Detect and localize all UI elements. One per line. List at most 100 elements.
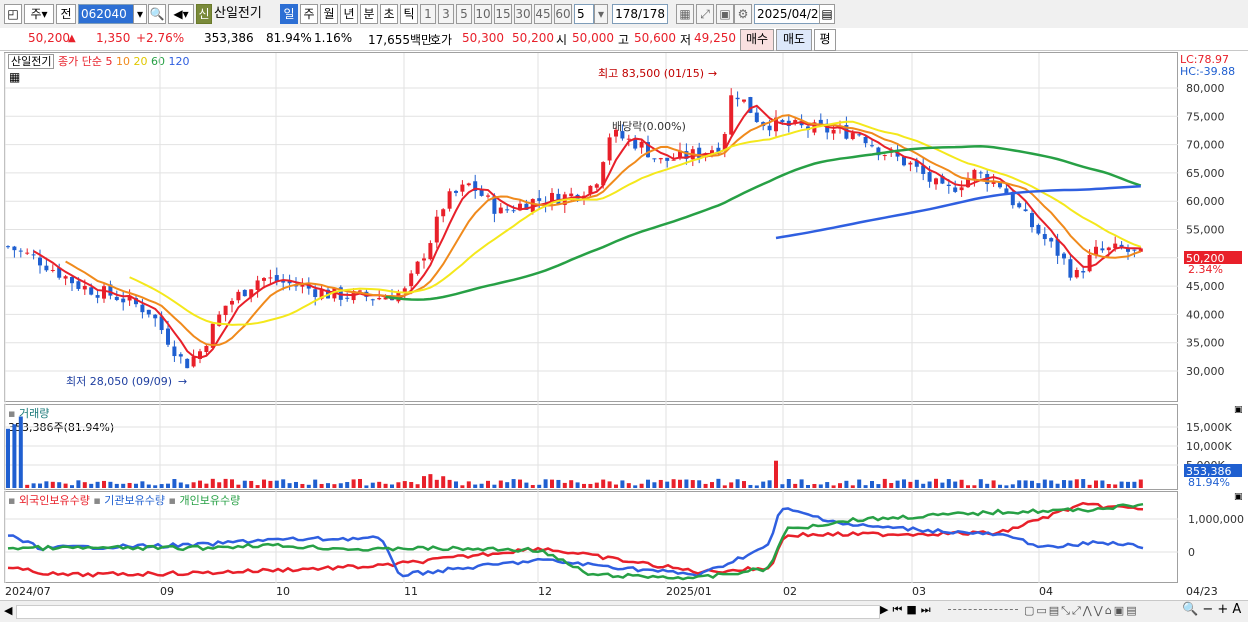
toolbar: ◰ 주▾ 전 062040 ▾ 🔍 ◀▾ 신 산일전기 일 주 월 년 분 초 …: [0, 0, 1248, 29]
min-45-button[interactable]: 45: [534, 4, 552, 24]
high-label: 고: [618, 33, 630, 47]
price-tick-label: 30,000: [1186, 365, 1225, 378]
price-pane[interactable]: [4, 52, 1178, 402]
volume-tick-label: 5,000K: [1186, 459, 1225, 472]
credit-badge: 신: [196, 4, 212, 24]
hc-value: HC:-39.88: [1180, 65, 1236, 78]
volume-title: 거래량: [18, 407, 50, 420]
legend-ma20: 20: [133, 55, 148, 68]
legend-ma120: 120: [168, 55, 190, 68]
playback-controls[interactable]: ▶⏮■⏭: [880, 603, 935, 616]
page-total: /178: [638, 7, 665, 21]
table-toggle-icon[interactable]: ▦: [9, 70, 21, 84]
volume-close-icon[interactable]: ▣: [1234, 405, 1243, 415]
window-menu-icon[interactable]: ◰: [4, 4, 22, 24]
legend-ma10: 10: [115, 55, 130, 68]
price-tick-label: 35,000: [1186, 337, 1225, 350]
min-15-button[interactable]: 15: [494, 4, 512, 24]
market-type-label: 주: [30, 7, 42, 21]
min-1-button[interactable]: 1: [420, 4, 436, 24]
volume-value: 353,386: [204, 31, 254, 45]
code-dropdown-icon[interactable]: ▾: [133, 4, 147, 24]
current-price: 50,200: [28, 31, 70, 45]
tool-icons[interactable]: ▢▭▤⤡⤢⋀⋁⌂▣▤: [1024, 604, 1139, 617]
time-tick-label: 2024/07: [5, 585, 51, 598]
settings-icon[interactable]: ⚙: [734, 4, 752, 24]
low-label: 저: [680, 33, 692, 47]
min-10-button[interactable]: 10: [474, 4, 492, 24]
time-tick-label: 12: [538, 585, 552, 598]
sell-button[interactable]: 매도: [776, 29, 812, 51]
eval-button[interactable]: 평: [814, 29, 836, 51]
grid-icon[interactable]: ▦: [676, 4, 694, 24]
count-dropdown-icon[interactable]: ▾: [594, 4, 608, 24]
volume-legend: ▪ 거래량: [8, 407, 50, 420]
min-60-button[interactable]: 60: [554, 4, 572, 24]
save-icon[interactable]: ▣: [716, 4, 734, 24]
period-second-tab[interactable]: 초: [380, 4, 398, 24]
bottom-bar: ◀ ▶⏮■⏭ ▢▭▤⤡⤢⋀⋁⌂▣▤ 🔍 − + A: [0, 600, 1248, 622]
legend-ma5: 종가 단순 5: [57, 55, 113, 68]
legend-individual: 개인보유수량: [179, 494, 241, 507]
volume-tag-pct: 81.94%: [1188, 476, 1230, 489]
current-pct-tag: 2.34%: [1188, 263, 1223, 276]
draw-tool-icon[interactable]: ⤢: [696, 4, 714, 24]
stock-code-input[interactable]: 062040: [78, 4, 134, 24]
price-tick-label: 60,000: [1186, 195, 1225, 208]
min-5-button[interactable]: 5: [456, 4, 472, 24]
period-day-tab[interactable]: 일: [280, 4, 298, 24]
legend-ma60: 60: [150, 55, 165, 68]
calendar-icon[interactable]: ▤: [819, 4, 835, 24]
time-tick-label: 11: [404, 585, 418, 598]
time-tick-label: 03: [912, 585, 926, 598]
period-year-tab[interactable]: 년: [340, 4, 358, 24]
time-tick-label: 09: [160, 585, 174, 598]
legend-institution: 기관보유수량: [104, 494, 166, 507]
price-tick-label: 50,000: [1186, 252, 1225, 265]
lc-value: LC:78.97: [1180, 53, 1230, 66]
zoom-slider[interactable]: [948, 609, 1018, 613]
sound-icon[interactable]: ◀▾: [168, 4, 194, 24]
time-tick-label: 04/23: [1186, 585, 1218, 598]
volume-ratio: 81.94%: [266, 31, 312, 45]
bid-price: 50,200: [512, 31, 554, 45]
period-tick-tab[interactable]: 틱: [400, 4, 418, 24]
scrollbar-track[interactable]: [16, 605, 880, 619]
zoom-controls[interactable]: 🔍 − + A: [1182, 602, 1242, 617]
volume-tick-label: 15,000K: [1186, 421, 1232, 434]
volume-tick-label: 10,000K: [1186, 440, 1232, 453]
holding-tick-label: 1,000,000: [1188, 513, 1244, 526]
change-percent: +2.76%: [136, 31, 185, 45]
time-tick-label: 04: [1039, 585, 1053, 598]
period-minute-tab[interactable]: 분: [360, 4, 378, 24]
holding-legend: ▪ 외국인보유수량 ▪ 기관보유수량 ▪ 개인보유수량: [8, 494, 241, 507]
buy-button[interactable]: 매수: [740, 29, 774, 51]
price-tick-label: 70,000: [1186, 139, 1225, 152]
holding-close-icon[interactable]: ▣: [1234, 492, 1243, 502]
date-input[interactable]: 2025/04/23: [754, 4, 826, 24]
open-label: 시: [556, 33, 568, 47]
price-tick-label: 75,000: [1186, 110, 1225, 123]
price-tick-label: 40,000: [1186, 308, 1225, 321]
count-input[interactable]: 5: [574, 4, 594, 24]
turnover-rate: 1.16%: [314, 31, 353, 45]
price-tick-label: 55,000: [1186, 224, 1225, 237]
min-30-button[interactable]: 30: [514, 4, 532, 24]
period-week-tab[interactable]: 주: [300, 4, 318, 24]
volume-pane[interactable]: [4, 404, 1178, 490]
holding-tick-label: 0: [1188, 546, 1195, 559]
price-tick-label: 65,000: [1186, 167, 1225, 180]
current-price-tag-bg: [1184, 251, 1242, 264]
trade-amount: 17,655백만: [368, 33, 433, 47]
prev-button[interactable]: 전: [56, 4, 76, 24]
min-3-button[interactable]: 3: [438, 4, 454, 24]
price-change: 1,350: [96, 31, 131, 45]
market-type-select[interactable]: 주▾: [24, 4, 54, 24]
scroll-left-icon[interactable]: ◀: [4, 604, 13, 617]
ask-label: 호가: [430, 33, 453, 47]
page-current: 178: [615, 7, 639, 21]
price-legend: 산일전기 종가 단순 5 10 20 60 120: [8, 53, 189, 69]
search-icon[interactable]: 🔍: [148, 4, 166, 24]
period-month-tab[interactable]: 월: [320, 4, 338, 24]
time-tick-label: 10: [276, 585, 290, 598]
